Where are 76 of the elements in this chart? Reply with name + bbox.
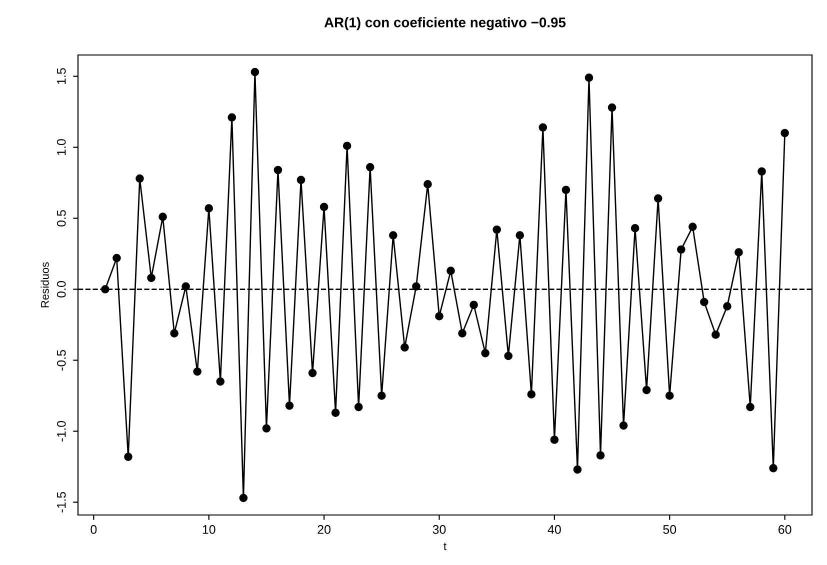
point [331, 408, 340, 417]
point [769, 464, 778, 472]
point [136, 174, 144, 183]
point [527, 390, 536, 398]
point [320, 202, 328, 212]
point [342, 142, 352, 150]
point [112, 254, 121, 262]
point [354, 402, 363, 412]
point [723, 302, 732, 310]
x-tick-label: 40 [548, 525, 561, 534]
point [688, 222, 697, 231]
point [182, 282, 190, 291]
point [412, 282, 420, 291]
point [516, 231, 524, 240]
point [642, 386, 651, 394]
point [596, 451, 605, 460]
y-tick-label: 0.5 [56, 210, 66, 226]
point [700, 298, 708, 306]
point [274, 166, 282, 174]
x-tick-label: 50 [663, 525, 676, 534]
point [158, 212, 167, 222]
point [481, 348, 490, 358]
point [446, 266, 455, 275]
point [308, 368, 317, 378]
x-tick-label: 10 [202, 525, 216, 534]
point [630, 224, 640, 232]
point [204, 204, 214, 212]
point [228, 113, 236, 122]
x-tick-label: 20 [318, 525, 331, 534]
point [377, 392, 386, 400]
point [712, 330, 720, 339]
point [193, 367, 202, 376]
point [216, 377, 225, 386]
y-tick-label: 0.0 [56, 281, 66, 298]
point [470, 300, 478, 310]
point [147, 274, 156, 282]
y-tick-label: 1.0 [56, 139, 66, 156]
x-tick-label: 0 [90, 525, 97, 534]
point [676, 245, 686, 254]
point [239, 494, 248, 502]
point [758, 167, 766, 176]
point [366, 162, 374, 172]
point [285, 402, 294, 410]
point [538, 123, 548, 132]
point [388, 231, 398, 240]
point [734, 248, 743, 257]
point [654, 194, 662, 203]
point [424, 180, 432, 188]
y-tick-label: -0.5 [56, 350, 66, 370]
point [584, 74, 594, 82]
point [562, 186, 570, 194]
point [435, 312, 444, 320]
y-tick-label: 1.5 [57, 68, 66, 84]
point [746, 402, 754, 412]
point [665, 392, 674, 400]
point [608, 103, 616, 112]
point [780, 128, 789, 138]
point [170, 329, 178, 338]
point [550, 436, 559, 444]
x-axis-title: t [444, 542, 446, 550]
x-tick-label: 60 [778, 525, 792, 534]
point [250, 68, 260, 76]
point [262, 424, 271, 433]
chart-title: AR(1) con coeficiente negativo −0.95 [324, 17, 566, 30]
point [400, 343, 409, 352]
point [124, 452, 132, 461]
point [492, 225, 502, 234]
y-tick-label: -1.0 [56, 420, 66, 442]
y-tick-label: -1.5 [57, 492, 66, 512]
point [504, 352, 513, 360]
y-axis-title: Residuos [40, 262, 49, 308]
point [296, 176, 306, 184]
point [573, 465, 582, 474]
point [458, 329, 466, 338]
x-tick-label: 30 [432, 525, 446, 534]
point [619, 421, 628, 430]
